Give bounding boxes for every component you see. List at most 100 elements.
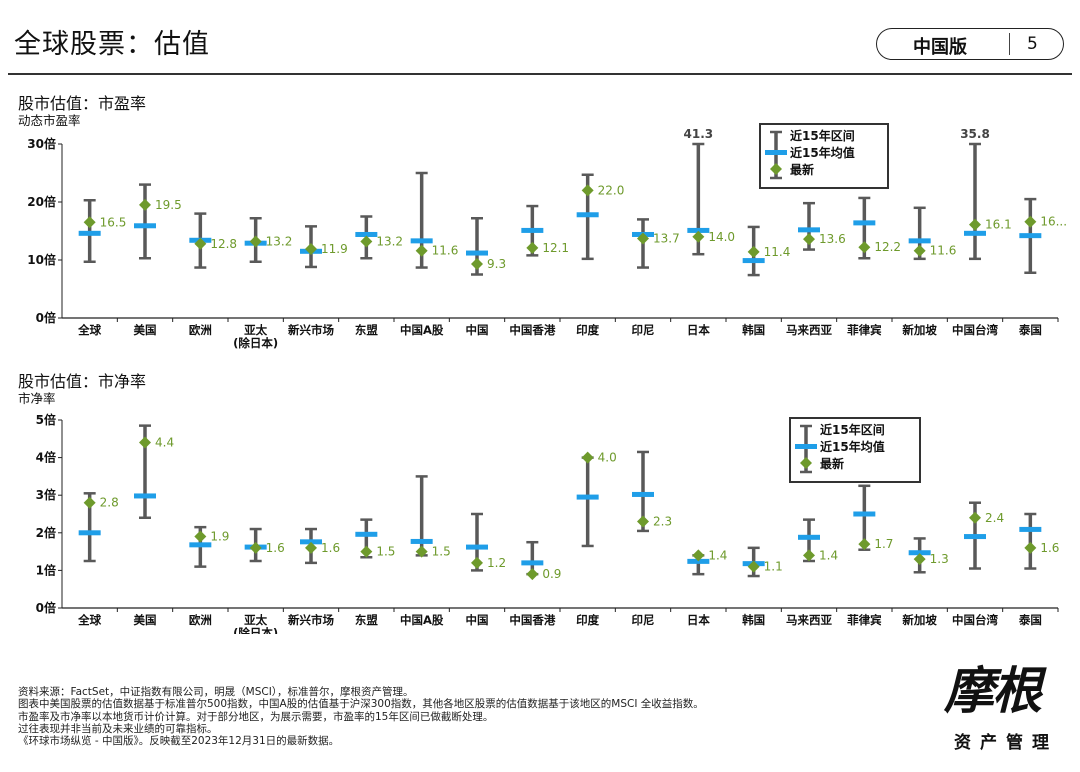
latest-diamond <box>692 549 705 562</box>
edition-badge: 中国版 5 <box>876 28 1064 60</box>
footnote-line: 图表中美国股票的估值数据基于标准普尔500指数，中国A股的估值基于沪深300指数… <box>18 698 704 711</box>
page-number: 5 <box>1027 34 1038 54</box>
logo-mark: 摩根 <box>944 661 1042 720</box>
latest-diamond <box>194 237 207 250</box>
latest-diamond <box>637 515 649 528</box>
latest-value-label: 2.8 <box>100 496 119 510</box>
latest-diamond <box>747 245 760 258</box>
y-tick-label: 20倍 <box>27 194 56 209</box>
latest-diamond <box>637 232 649 245</box>
average-marker <box>687 227 710 233</box>
latest-diamond <box>415 545 428 558</box>
average-marker <box>1019 233 1042 239</box>
chart-subtitle: 动态市盈率 <box>18 113 81 128</box>
category-label: 韩国 <box>742 323 765 337</box>
average-marker <box>576 494 599 500</box>
average-marker <box>964 534 986 540</box>
average-marker <box>798 227 820 233</box>
average-marker <box>521 560 544 566</box>
latest-value-label: 11.6 <box>930 244 957 258</box>
badge-divider <box>1009 33 1010 55</box>
latest-value-label: 4.4 <box>155 436 174 450</box>
average-marker <box>355 231 378 237</box>
latest-diamond <box>83 496 96 509</box>
category-label: 中国香港 <box>509 613 555 627</box>
logo-subtitle: 资产管理 <box>954 733 1058 753</box>
legend-label-range: 近15年区间 <box>820 422 885 437</box>
latest-diamond <box>360 235 373 248</box>
category-label: (除日本) <box>233 626 278 634</box>
latest-diamond <box>747 560 760 573</box>
average-marker <box>632 491 654 497</box>
chart-title: 股市估值：市盈率 <box>18 94 146 113</box>
footnote-line: 资料来源：FactSet，中证指数有限公司，明晟（MSCI），标准普尔，摩根资产… <box>18 686 414 698</box>
latest-value-label: 1.5 <box>432 545 451 559</box>
y-tick-label: 30倍 <box>27 136 56 151</box>
latest-diamond <box>194 530 207 543</box>
latest-diamond <box>913 244 926 257</box>
category-label: 亚太 <box>244 323 267 337</box>
average-marker <box>908 238 931 244</box>
latest-value-label: 12.8 <box>210 237 237 251</box>
average-marker <box>134 223 156 229</box>
y-tick-label: 0倍 <box>36 310 56 325</box>
latest-diamond <box>83 216 96 229</box>
latest-diamond <box>415 244 428 257</box>
legend-average-swatch <box>795 444 817 449</box>
footnote-line: 过往表现并非当前及未来业绩的可靠指标。 <box>18 722 218 735</box>
latest-value-label: 11.4 <box>764 245 791 259</box>
latest-value-label: 13.7 <box>653 232 680 246</box>
legend-label-latest: 最新 <box>790 162 814 177</box>
latest-diamond <box>139 436 151 449</box>
category-label: 印尼 <box>632 613 655 627</box>
latest-value-label: 11.9 <box>321 242 348 256</box>
latest-diamond <box>858 538 871 551</box>
latest-value-label: 1.3 <box>930 552 949 566</box>
category-label: 菲律宾 <box>847 613 882 627</box>
latest-diamond <box>581 184 594 197</box>
average-marker <box>853 511 876 517</box>
header-rule <box>8 73 1072 75</box>
latest-value-label: 2.3 <box>653 515 672 529</box>
latest-diamond <box>249 541 262 554</box>
latest-value-label: 12.1 <box>542 241 569 255</box>
latest-diamond <box>305 541 317 554</box>
footnote-line: 《环球市场纵览 - 中国版》。反映截至2023年12月31日的最新数据。 <box>18 735 340 748</box>
latest-diamond <box>1024 215 1037 228</box>
latest-diamond <box>1024 541 1037 554</box>
category-label: 欧洲 <box>189 613 212 627</box>
category-label: 马来西亚 <box>786 613 832 627</box>
category-label: 日本 <box>687 613 710 627</box>
category-label: 中国A股 <box>400 323 444 337</box>
latest-value-label: 13.2 <box>266 234 293 248</box>
category-label: 中国 <box>466 613 489 627</box>
y-tick-label: 1倍 <box>36 562 56 577</box>
category-label: 新加坡 <box>902 613 937 627</box>
latest-value-label: 1.6 <box>266 541 285 555</box>
latest-diamond <box>471 556 483 569</box>
category-label: 中国香港 <box>509 323 555 337</box>
average-marker <box>964 230 986 236</box>
latest-diamond <box>249 235 262 248</box>
latest-value-label: 14.0 <box>708 230 735 244</box>
average-marker <box>78 230 101 236</box>
truncation-label: 41.3 <box>684 127 714 141</box>
category-label: 美国 <box>134 613 157 627</box>
average-marker <box>798 534 820 540</box>
latest-value-label: 16.1 <box>985 218 1012 232</box>
latest-value-label: 12.2 <box>874 240 901 254</box>
category-label: 印度 <box>576 613 599 627</box>
latest-value-label: 4.0 <box>598 451 617 465</box>
average-marker <box>189 542 212 548</box>
category-label: 印尼 <box>632 323 655 337</box>
category-label: 印度 <box>576 323 599 337</box>
category-label: 东盟 <box>355 613 378 627</box>
category-label: 韩国 <box>742 613 765 627</box>
latest-diamond <box>692 230 705 243</box>
category-label: 全球 <box>77 323 101 337</box>
chart-subtitle: 市净率 <box>18 391 56 406</box>
category-label: 中国 <box>466 323 489 337</box>
category-label: 中国台湾 <box>952 323 998 337</box>
category-label: 日本 <box>687 323 710 337</box>
